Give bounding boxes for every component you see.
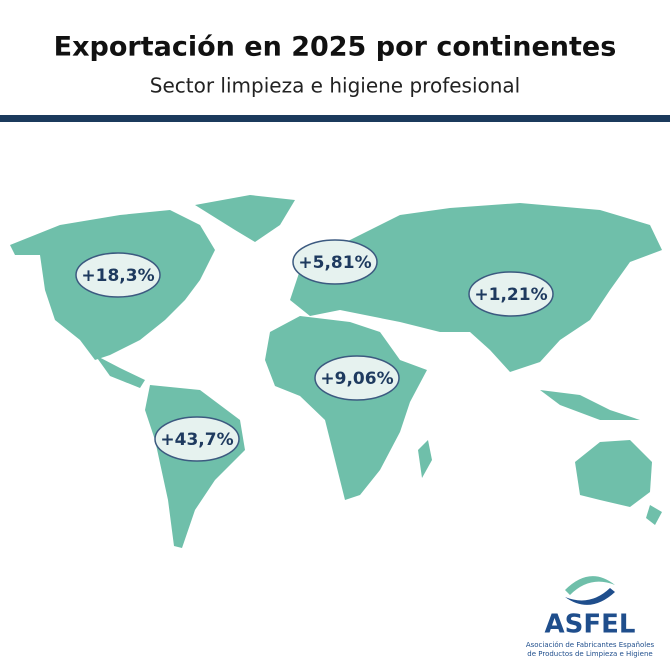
label-bubble [292,239,378,285]
title: Exportación en 2025 por continentes [54,32,617,63]
divider [0,115,670,122]
label-bubble [154,416,240,462]
label-bubble [468,271,554,317]
label-bubble [75,252,161,298]
subtitle: Sector limpieza e higiene profesional [150,74,520,98]
logo-icon [565,576,615,605]
logo-name: ASFEL [545,610,636,640]
region-label: +5,81% [298,253,371,273]
region-label: +1,21% [474,285,547,305]
logo-line: de Productos de Limpieza e Higiene [527,650,652,658]
label-bubble [314,355,400,401]
region-label: +9,06% [320,369,393,389]
region-label: +18,3% [81,266,154,286]
region-label: +43,7% [160,430,233,450]
logo-line: Asociación de Fabricantes Españoles [526,641,655,649]
